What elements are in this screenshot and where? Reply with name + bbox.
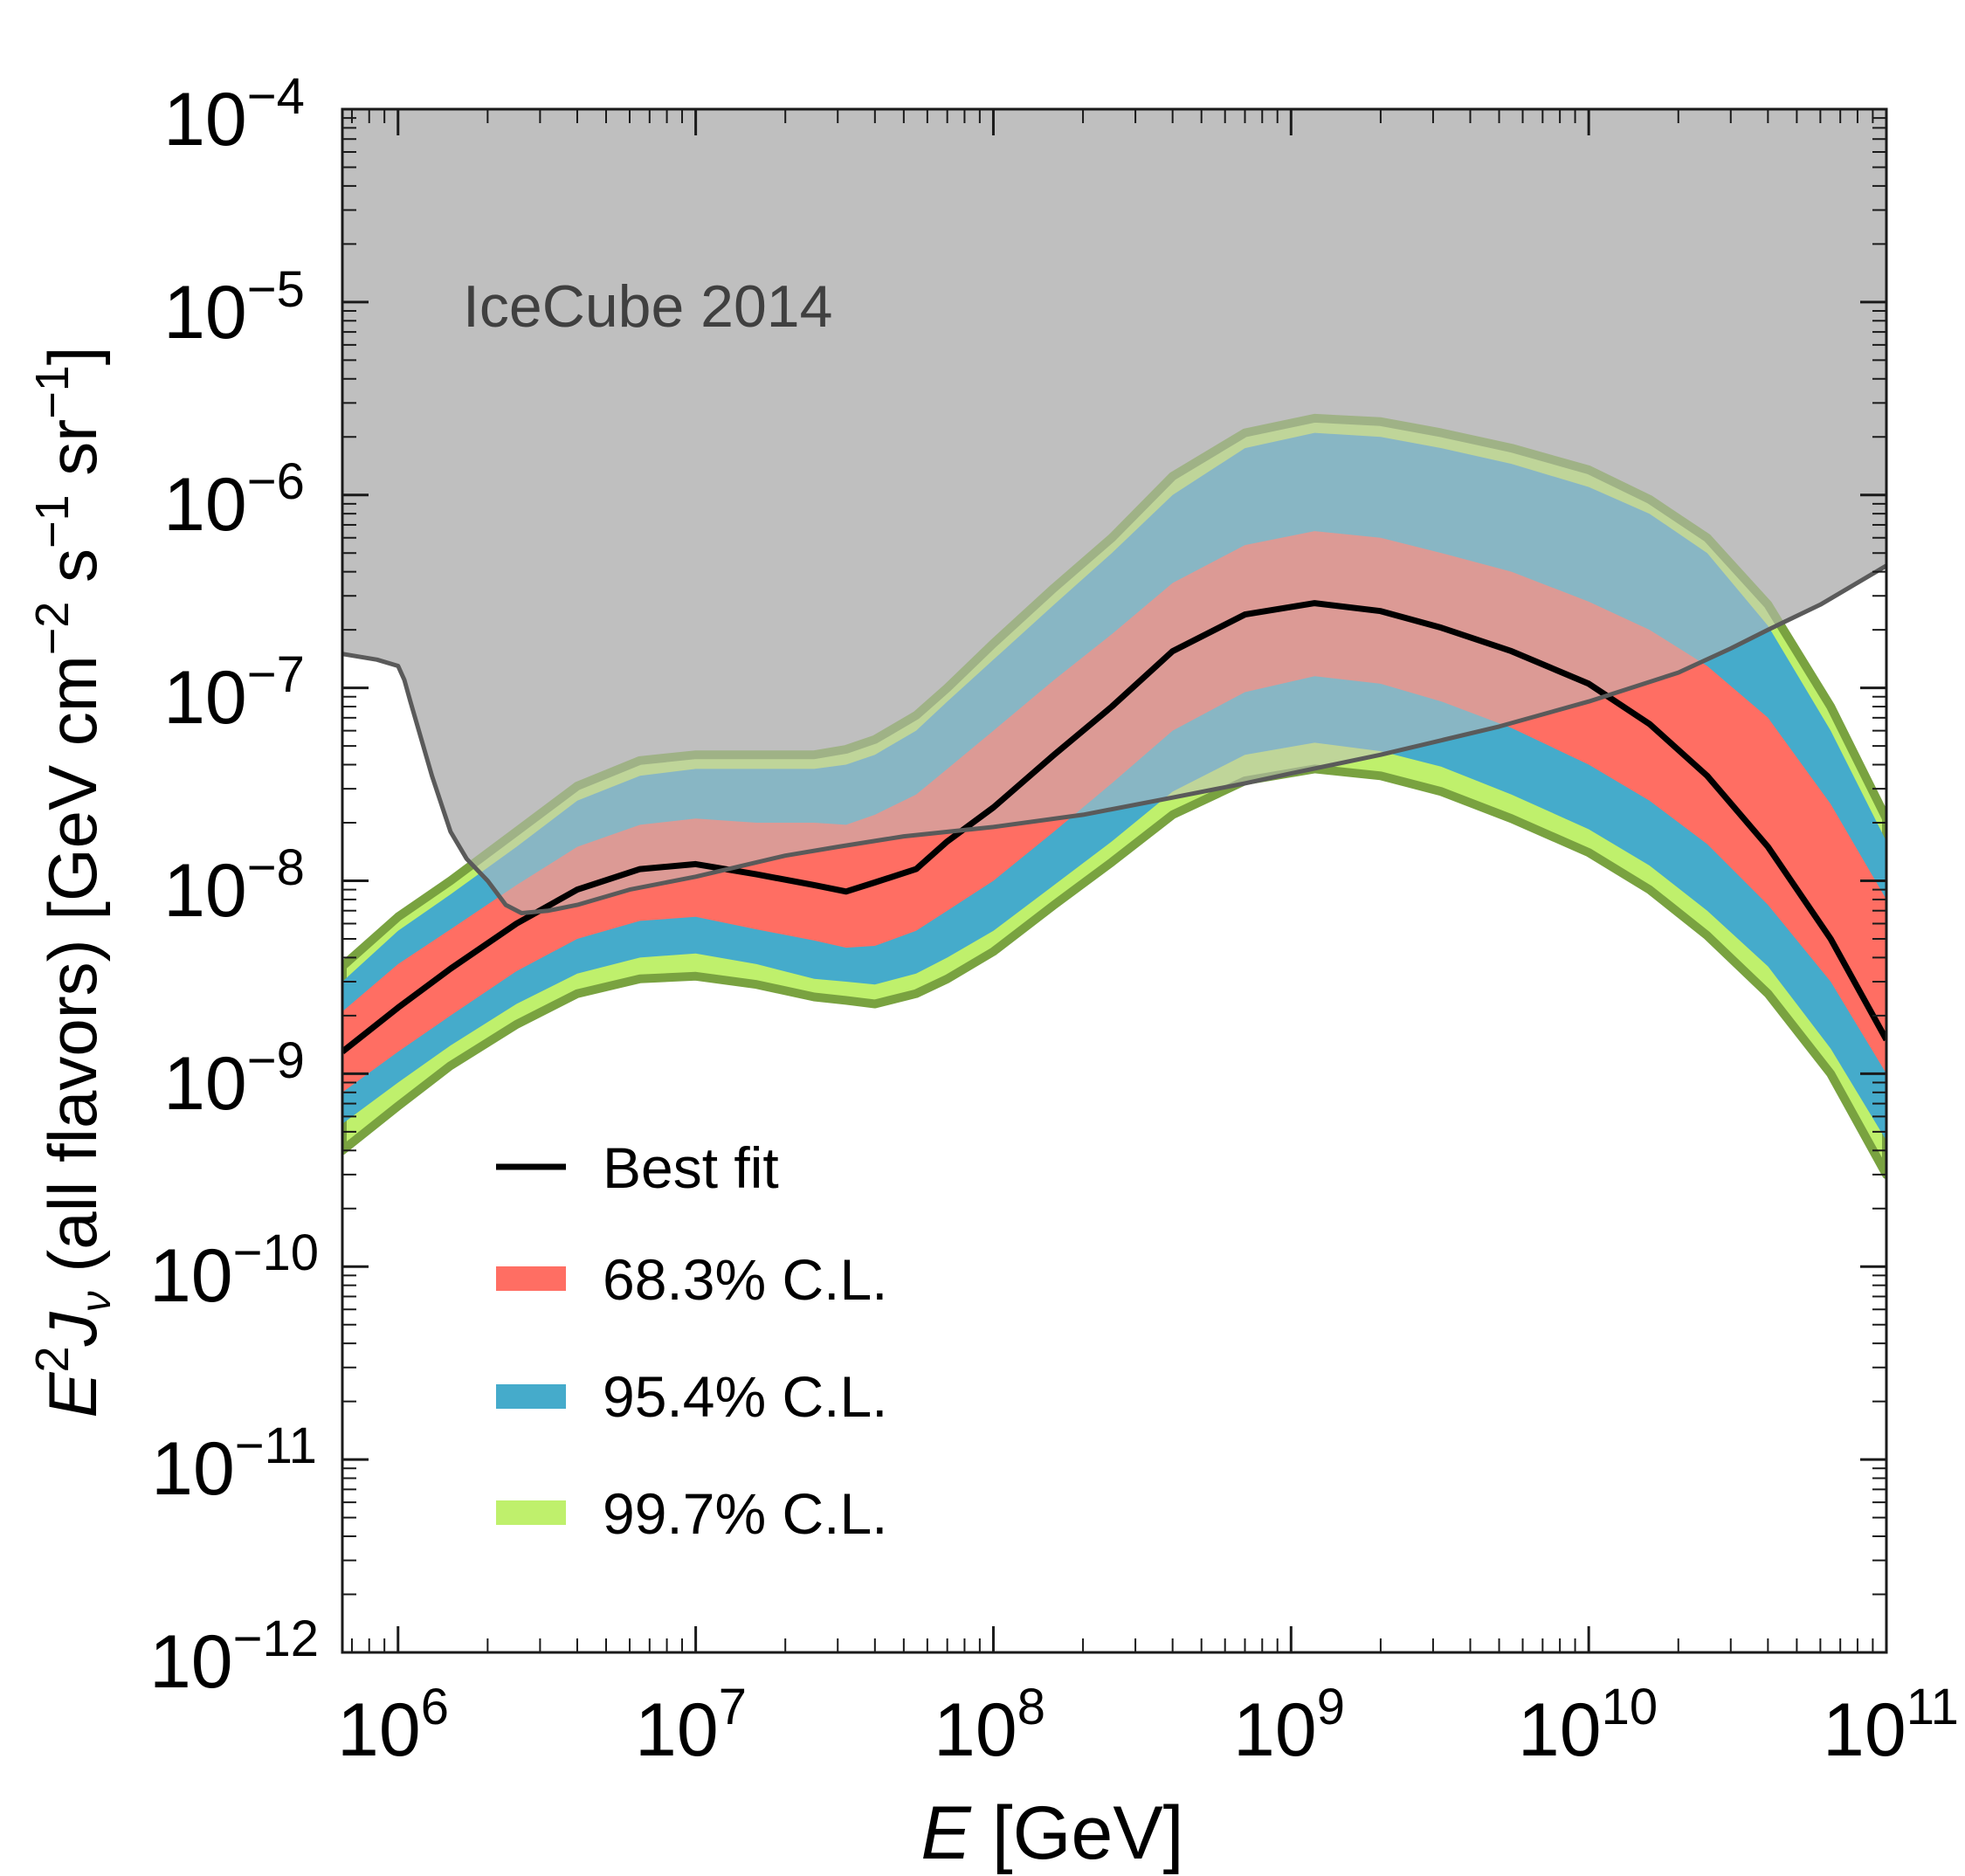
icecube-2014-limit-line [342,563,1886,915]
x-tick-label: 108 [934,1679,1045,1772]
x-tick-label: 106 [337,1679,449,1772]
x-tick-label: 107 [635,1679,747,1772]
y-tick-labels: 10−12 10−11 10−10 10−9 10−8 10−7 10−6 10… [149,68,319,1704]
y-tick-label: 10−9 [163,1032,305,1126]
plot-area [342,109,1886,1179]
y-tick-label: 10−8 [163,839,305,933]
icecube-2014-overlay [342,109,1886,914]
y-tick-label: 10−12 [149,1610,319,1704]
y-tick-label: 10−4 [163,68,305,162]
plot-frame [341,107,1888,1654]
x-tick-label: 1010 [1518,1679,1658,1772]
legend-label-99: 99.7% C.L. [603,1481,888,1546]
x-tick-label: 1011 [1823,1679,1959,1772]
y-tick-label: 10−11 [151,1417,317,1511]
legend-label-95: 95.4% C.L. [603,1364,888,1429]
legend: Best fit 68.3% C.L. 95.4% C.L. 99.7% C.L… [496,1135,888,1546]
legend-label-68: 68.3% C.L. [603,1247,888,1312]
legend-swatch-68 [496,1266,566,1291]
best-fit-line [342,600,1886,1054]
y-tick-label: 10−7 [163,646,305,740]
x-tick-label: 109 [1233,1679,1345,1772]
legend-label-best-fit: Best fit [603,1135,779,1200]
x-tick-labels: 106 107 108 109 1010 1011 [337,1679,1959,1772]
x-axis-label: E [GeV] [920,1791,1183,1875]
y-tick-label: 10−10 [149,1224,319,1318]
legend-swatch-99 [496,1500,566,1525]
legend-swatch-95 [496,1384,566,1409]
minor-ticks [342,109,1886,1652]
y-axis-label: E2Jν (all flavors) [GeV cm−2 s−1 sr−1] [26,347,120,1418]
y-tick-label: 10−5 [163,261,305,355]
y-tick-label: 10−6 [163,453,305,547]
icecube-2014-annotation: IceCube 2014 [463,273,832,340]
